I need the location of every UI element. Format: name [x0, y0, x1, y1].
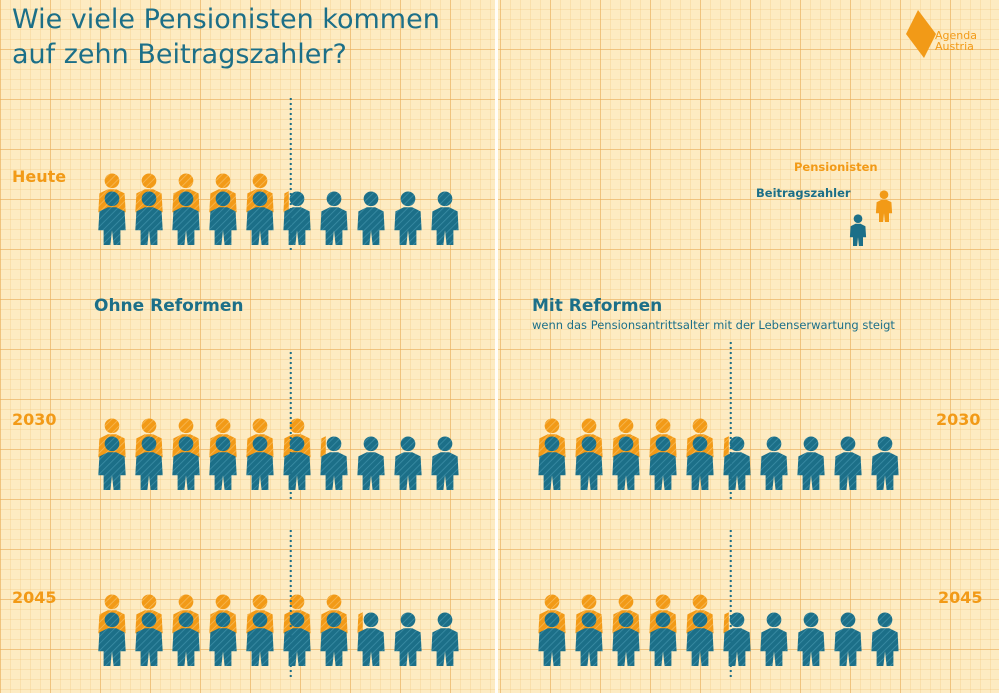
contributor-figure	[246, 436, 274, 490]
contributor-figure	[135, 612, 163, 666]
legend-contributor-icon	[849, 214, 867, 246]
contributor-figure	[209, 191, 237, 245]
pensioner-figure-partial	[320, 436, 326, 472]
section-title-mit-reformen: Mit Reformen	[532, 296, 663, 316]
contributor-figure	[246, 612, 274, 666]
pensioner-figure-partial	[283, 191, 289, 227]
contributor-figure	[135, 436, 163, 490]
section-subtitle-mit-reformen: wenn das Pensionsantrittsalter mit der L…	[532, 318, 895, 332]
row-label-2030-ohne: 2030	[12, 410, 57, 429]
row-label-2045-ohne: 2045	[12, 588, 57, 607]
contributor-figure	[686, 612, 714, 666]
contributor-figure	[320, 436, 348, 490]
logo-text: Agenda Austria	[935, 30, 977, 52]
row-label-2030-mit: 2030	[936, 410, 981, 429]
contributor-figure	[575, 436, 603, 490]
contributor-figure	[797, 612, 825, 666]
logo-mark-icon	[906, 10, 936, 58]
row-label-heute: Heute	[12, 167, 67, 186]
legend-label-pensioners: Pensionisten	[794, 160, 878, 174]
legend-pensioner-icon	[875, 190, 893, 222]
contributor-figure	[209, 436, 237, 490]
contributor-figure	[431, 436, 459, 490]
contributor-figure	[172, 612, 200, 666]
contributor-figure	[98, 191, 126, 245]
contributor-figure	[612, 612, 640, 666]
agenda-austria-logo: Agenda Austria	[906, 10, 986, 60]
contributor-figure	[760, 612, 788, 666]
pensioner-figure-partial	[723, 612, 729, 648]
contributor-figure	[649, 612, 677, 666]
section-title-ohne-reformen: Ohne Reformen	[94, 296, 244, 316]
chart-title: Wie viele Pensionisten kommen auf zehn B…	[12, 2, 472, 72]
contributor-figure	[538, 436, 566, 490]
contributor-figure	[871, 612, 899, 666]
contributor-figure	[575, 612, 603, 666]
contributor-figure	[246, 191, 274, 245]
logo-line-2: Austria	[935, 40, 974, 53]
pictogram-row-1	[98, 352, 459, 500]
pictogram-row-2	[98, 530, 459, 680]
contributor-figure	[834, 612, 862, 666]
contributor-figure	[431, 191, 459, 245]
contributor-figure	[723, 436, 751, 490]
contributor-figure	[209, 612, 237, 666]
contributor-figure	[98, 612, 126, 666]
row-label-2045-mit: 2045	[938, 588, 983, 607]
logo-line-1: Agenda	[935, 29, 977, 42]
panel-divider	[495, 0, 498, 693]
contributor-figure	[871, 436, 899, 490]
contributor-figure	[394, 612, 422, 666]
legend	[849, 190, 893, 246]
pictogram-row-0	[98, 98, 459, 250]
contributor-figure	[686, 436, 714, 490]
contributor-figure	[357, 191, 385, 245]
pensioner-figure-partial	[723, 436, 729, 472]
contributor-figure	[357, 612, 385, 666]
contributor-figure	[320, 191, 348, 245]
contributor-figure	[283, 191, 311, 245]
contributor-figure	[172, 191, 200, 245]
contributor-figure	[98, 436, 126, 490]
contributor-figure	[394, 191, 422, 245]
contributor-figure	[612, 436, 640, 490]
contributor-figure	[649, 436, 677, 490]
contributor-figure	[431, 612, 459, 666]
pictogram-row-3	[538, 342, 899, 500]
pensioner-figure-partial	[357, 612, 363, 648]
contributor-figure	[538, 612, 566, 666]
pictogram-row-4	[538, 530, 899, 680]
contributor-figure	[172, 436, 200, 490]
contributor-figure	[797, 436, 825, 490]
legend-label-contributors: Beitragszahler	[756, 186, 851, 200]
contributor-figure	[320, 612, 348, 666]
title-line-2: auf zehn Beitragszahler?	[12, 39, 347, 70]
contributor-figure	[760, 436, 788, 490]
contributor-figure	[834, 436, 862, 490]
title-line-1: Wie viele Pensionisten kommen	[12, 4, 440, 35]
contributor-figure	[283, 436, 311, 490]
contributor-figure	[135, 191, 163, 245]
contributor-figure	[394, 436, 422, 490]
contributor-figure	[357, 436, 385, 490]
